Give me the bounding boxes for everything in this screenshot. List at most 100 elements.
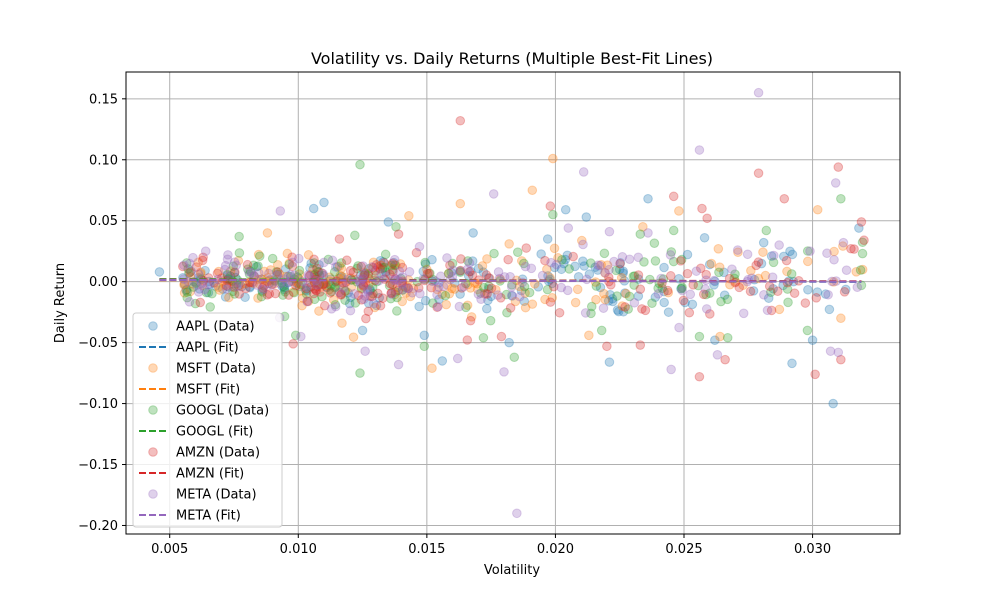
data-point [287,257,298,268]
data-point [420,295,431,306]
data-point [182,287,192,297]
data-point [391,260,401,271]
data-point [533,281,544,292]
data-point [803,284,813,295]
data-point [287,252,297,263]
data-point [800,298,811,308]
data-point [363,286,373,297]
data-point [455,265,466,276]
data-point [437,289,447,300]
legend-box [132,312,283,528]
data-point [375,264,385,274]
data-point [854,223,864,233]
data-point [543,271,553,281]
data-point [442,280,453,290]
data-point [178,261,188,272]
data-point [389,257,399,268]
data-point [305,263,315,273]
data-point [635,229,646,239]
data-point [407,287,418,298]
data-point [231,281,242,292]
legend-marker-aapl [148,321,158,331]
data-point [859,235,869,246]
data-point [719,290,730,300]
data-point [233,255,244,266]
data-point [761,225,772,236]
data-point [367,282,378,293]
data-point [753,168,764,178]
data-point [527,299,538,309]
data-point [311,285,322,296]
data-point [343,288,353,298]
data-point [677,285,687,296]
data-point [467,256,478,266]
data-point [432,290,442,300]
data-point [379,258,389,268]
data-point [361,313,371,324]
data-point [358,281,369,291]
data-point [363,270,373,280]
data-point [456,283,467,293]
data-point [462,300,473,311]
data-point [220,264,230,275]
data-point [222,270,233,281]
data-point [491,285,501,295]
data-point [802,246,813,256]
data-point [748,286,759,296]
data-point [465,266,476,277]
data-point [486,291,496,302]
data-point [296,286,306,296]
data-point [294,265,305,276]
data-point [355,159,365,170]
data-point [700,284,710,294]
data-point [722,332,733,343]
data-point [234,231,244,242]
data-point [563,223,574,233]
data-point [556,282,567,293]
data-point [618,268,628,278]
data-point [230,267,240,277]
data-point [560,204,571,215]
data-point [296,331,306,342]
data-point [578,239,588,250]
data-point [506,290,517,301]
data-point [212,268,223,279]
legend-label: AAPL (Data) [176,320,255,335]
data-point [620,288,630,298]
data-point [722,294,733,305]
data-point [188,282,199,292]
data-point [400,282,411,293]
data-point [665,271,676,281]
data-point [841,265,852,275]
data-point [461,302,471,313]
x-tick-label: 0.020 [537,542,574,557]
data-point [666,364,676,375]
data-point [503,254,513,265]
data-point [447,258,458,269]
data-point [668,256,679,267]
data-point [197,255,208,266]
data-point [253,249,264,260]
data-point [676,283,686,294]
data-point [579,261,589,271]
data-point [483,284,494,294]
data-point [510,296,521,307]
data-point [210,281,221,291]
data-point [297,300,307,311]
data-point [633,291,644,301]
data-point [313,266,323,277]
data-point [459,281,469,292]
data-point [360,268,370,279]
data-point [481,270,492,280]
data-point [615,258,626,268]
data-point [482,289,492,299]
data-point [751,260,761,271]
data-point [229,282,239,292]
data-point [272,259,283,270]
y-tick-label: −0.10 [78,397,118,412]
data-point [659,286,669,297]
data-point [348,332,359,342]
data-point [479,282,489,293]
data-point [398,281,409,292]
y-tick-label: −0.15 [78,458,118,473]
